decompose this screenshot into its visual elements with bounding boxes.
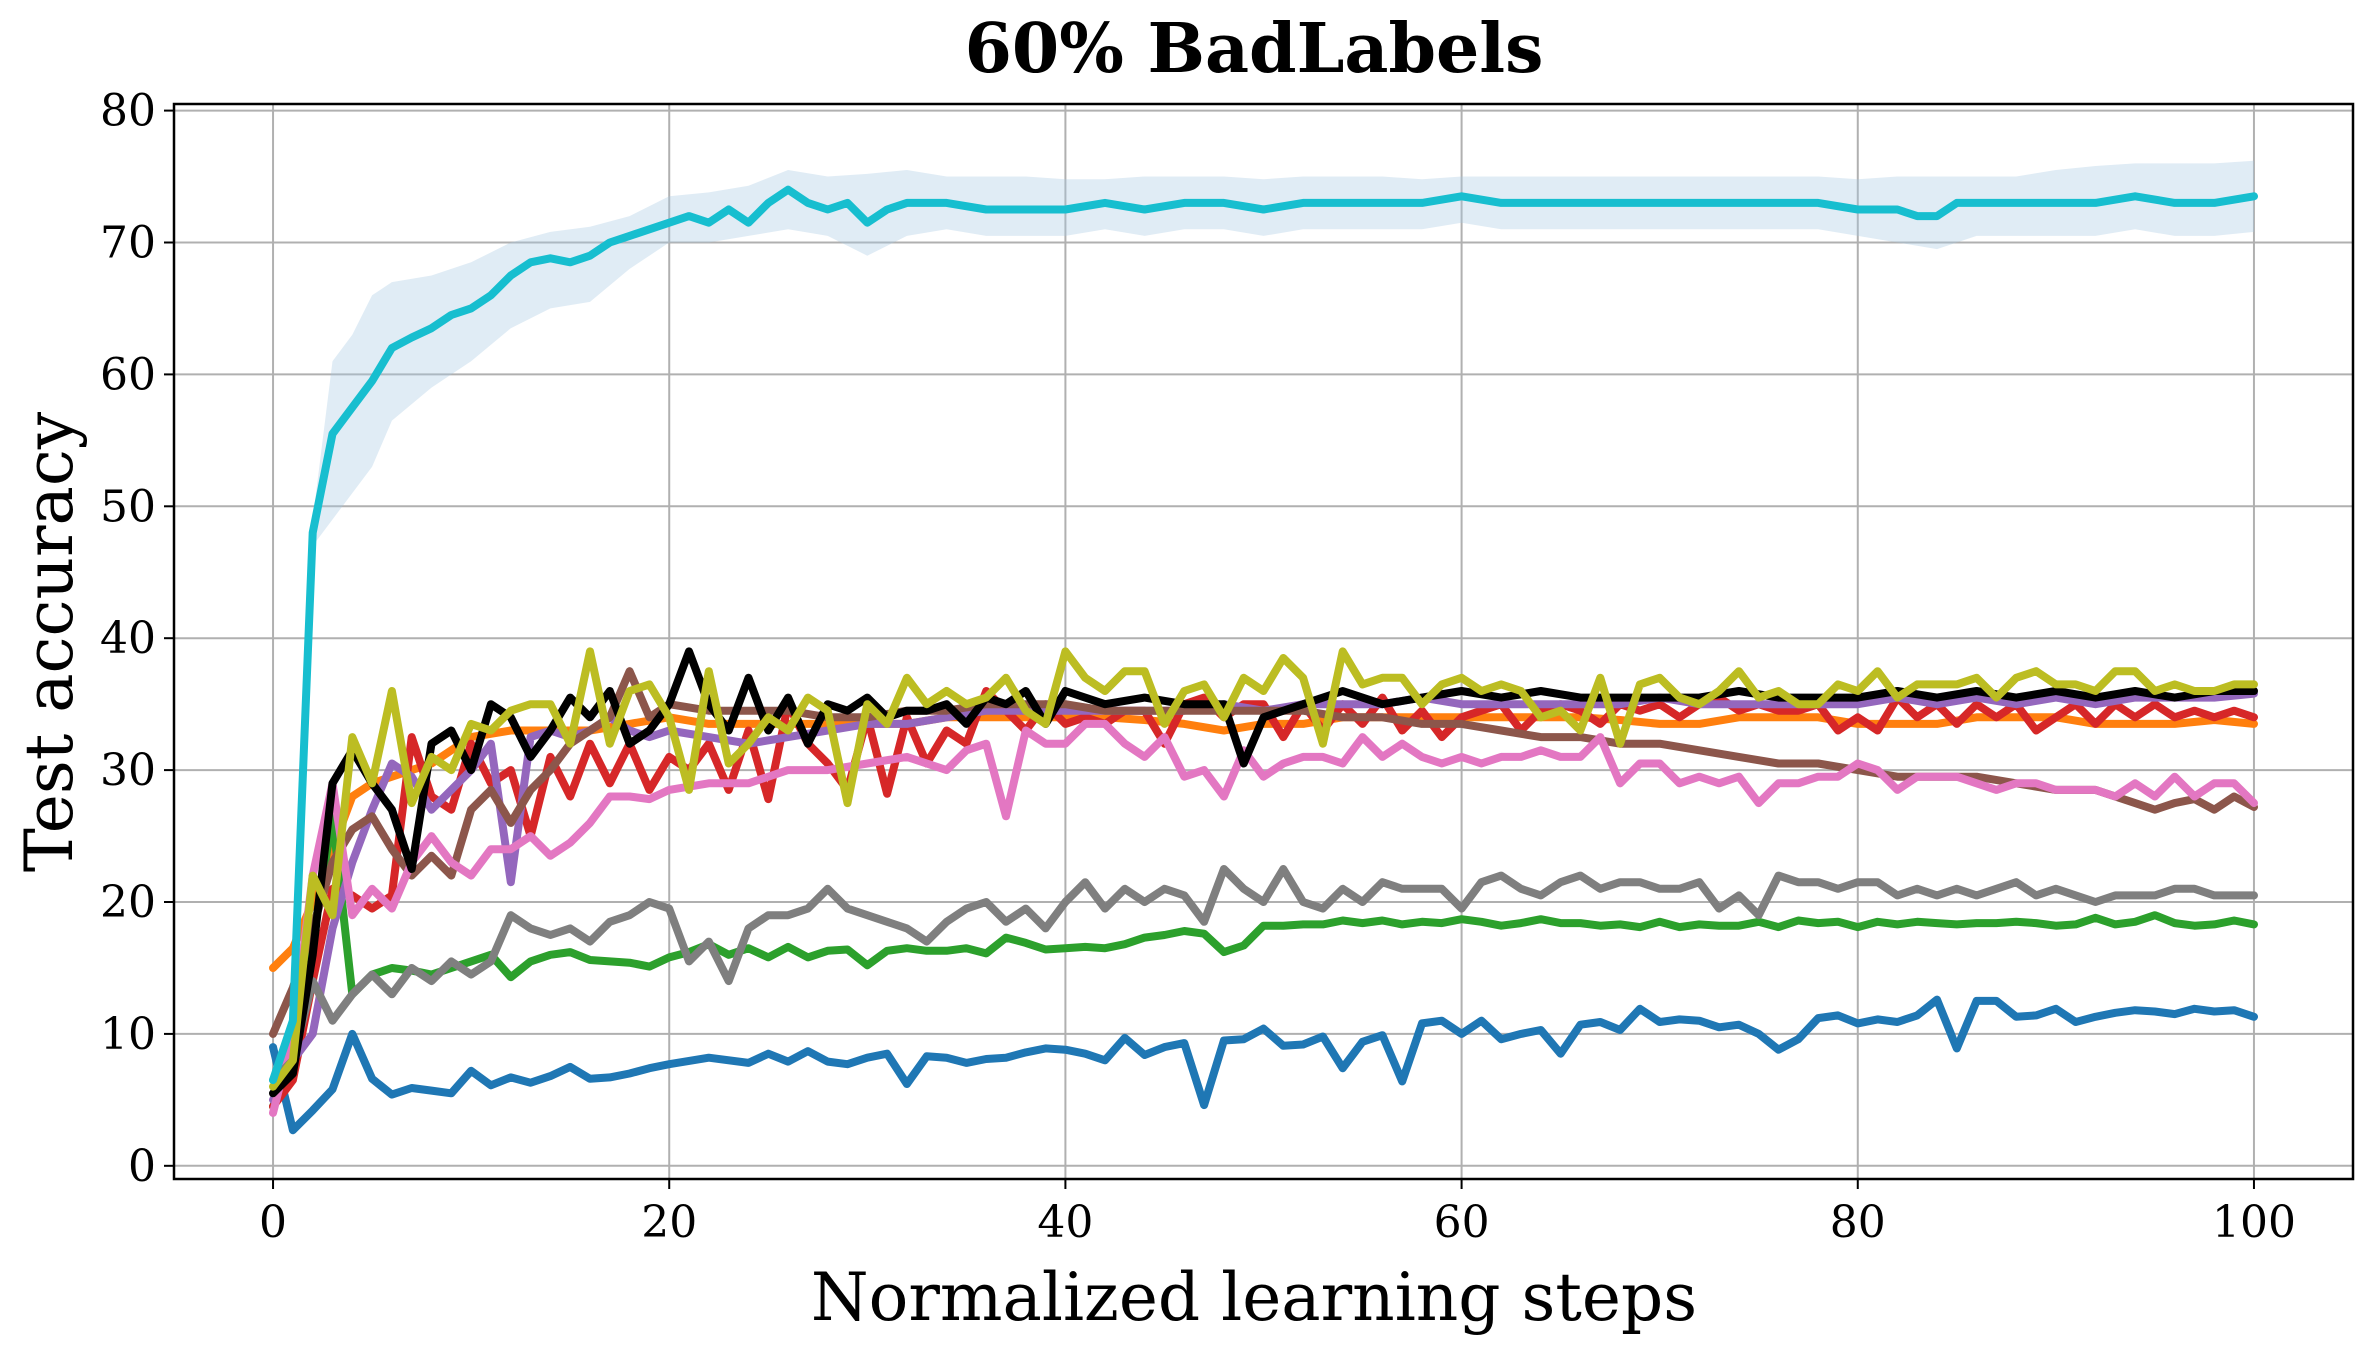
x-tick-label: 80	[1830, 1197, 1886, 1248]
series-line-0	[269, 995, 2258, 1135]
confidence-bands	[273, 160, 2254, 1081]
x-tick-label: 40	[1037, 1197, 1093, 1248]
x-tick-label: 0	[259, 1197, 287, 1248]
x-tick-label: 100	[2212, 1197, 2296, 1248]
plot-area-frame	[172, 102, 2355, 1181]
series-line-7	[269, 865, 2258, 1085]
axis-ticks: 0 20 40 60 80 100 0 10 20 30 40 50 60 70 80	[100, 86, 2296, 1248]
series-line-6	[269, 719, 2258, 1117]
y-tick-label: 30	[100, 745, 156, 796]
grid	[174, 104, 2353, 1179]
y-tick-label: 40	[100, 613, 156, 664]
confidence-band-10	[273, 160, 2254, 1081]
y-axis-label: Test accuracy	[11, 411, 88, 872]
y-tick-label: 70	[100, 217, 156, 268]
y-tick-label: 10	[100, 1009, 156, 1060]
x-axis-label: Normalized learning steps	[811, 1259, 1697, 1336]
chart-title: 60% BadLabels	[965, 9, 1544, 89]
series-line-3	[269, 687, 2258, 1111]
y-tick-label: 0	[128, 1141, 156, 1192]
y-tick-label: 20	[100, 877, 156, 928]
series-line-1	[269, 713, 2258, 972]
y-tick-label: 50	[100, 481, 156, 532]
y-tick-label: 80	[100, 86, 156, 137]
x-tick-label: 60	[1434, 1197, 1490, 1248]
series-line-2	[269, 812, 2258, 1111]
y-tick-label: 60	[100, 349, 156, 400]
x-tick-label: 20	[641, 1197, 697, 1248]
series-lines	[269, 185, 2258, 1135]
series-line-9	[269, 647, 2258, 1091]
series-line-10	[269, 185, 2258, 1085]
